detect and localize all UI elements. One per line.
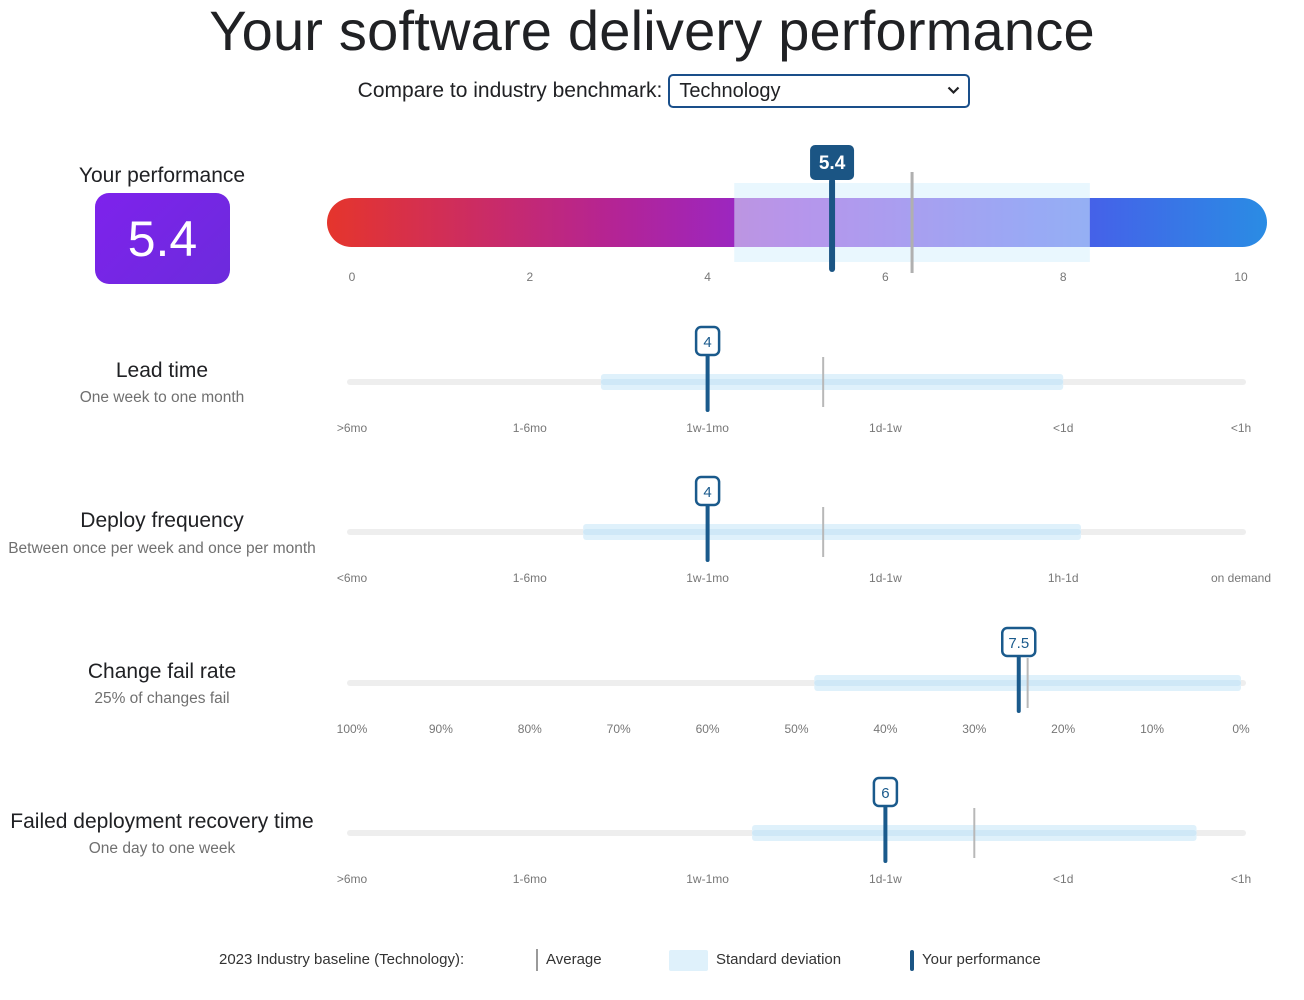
metric-change-fail-rate-tick: 70% xyxy=(606,722,631,736)
chevron-down-icon xyxy=(947,84,960,98)
metric-deploy-frequency-tick: 1-6mo xyxy=(512,571,547,585)
metric-change-fail-rate-tick: 80% xyxy=(517,722,542,736)
metric-deploy-frequency-tick: <6mo xyxy=(336,571,368,585)
metric-failed-deployment-recovery-time-tick: <1d xyxy=(1053,872,1074,886)
metric-average-line xyxy=(973,808,976,858)
metric-marker-flag xyxy=(1001,626,1037,658)
metric-lead-time-tick: >6mo xyxy=(336,421,368,435)
metric-change-fail-rate-tick: 20% xyxy=(1051,722,1076,736)
metric-lead-time-tick: 1-6mo xyxy=(512,421,547,435)
metric-change-fail-rate-tick: 40% xyxy=(873,722,898,736)
metric-marker-line xyxy=(1016,655,1021,713)
overall-tick: 2 xyxy=(526,270,534,284)
metric-failed-deployment-recovery-time-tick: 1-6mo xyxy=(512,872,547,886)
metric-change-fail-rate-tick: 50% xyxy=(784,722,809,736)
overall-tick: 0 xyxy=(348,270,356,284)
overall-marker-line xyxy=(829,178,836,272)
metric-deploy-frequency-tick: 1d-1w xyxy=(869,571,902,585)
metric-failed-deployment-recovery-time-tick: 1w-1mo xyxy=(686,872,729,886)
metric-marker-flag xyxy=(872,776,899,808)
metric-lead-time-tick: 1d-1w xyxy=(869,421,902,435)
benchmark-label: Compare to industry benchmark: xyxy=(357,79,663,102)
legend-stddev-swatch xyxy=(669,950,708,971)
metric-marker-flag xyxy=(694,325,721,357)
metric-scales: 447.56 xyxy=(347,325,1246,863)
metric-marker-label: 6 xyxy=(881,785,889,802)
legend-you-swatch xyxy=(910,950,914,971)
metric-scale-change-fail-rate: 7.5 xyxy=(347,626,1246,713)
metric-average-line xyxy=(822,507,825,557)
overall-marker-flag: 5.4 xyxy=(810,145,855,180)
metric-deploy-frequency-tick: 1h-1d xyxy=(1047,571,1079,585)
metric-change-fail-rate-tick: 10% xyxy=(1140,722,1165,736)
overall-average-line xyxy=(910,172,914,273)
overall-scale: 5.4 xyxy=(327,145,1267,273)
metric-marker-line xyxy=(883,805,888,863)
metric-marker-flag xyxy=(694,475,721,507)
benchmark-select[interactable]: Technology xyxy=(668,74,971,108)
overall-score-badge: 5.4 xyxy=(95,193,230,284)
metric-scale-failed-deployment-recovery-time: 6 xyxy=(347,776,1246,863)
metric-subtitle-lead-time: One week to one month xyxy=(79,389,245,406)
metric-average-line xyxy=(822,357,825,407)
overall-tick: 4 xyxy=(704,270,711,284)
metric-marker-line xyxy=(705,354,710,412)
metric-scale-lead-time: 4 xyxy=(347,325,1246,412)
page-title: Your software delivery performance xyxy=(209,0,1095,62)
metric-change-fail-rate-tick: 100% xyxy=(336,722,368,736)
metric-title-deploy-frequency: Deploy frequency xyxy=(80,509,244,532)
metric-marker-label: 7.5 xyxy=(1008,635,1029,652)
metric-lead-time-tick: 1w-1mo xyxy=(686,421,729,435)
metric-deploy-frequency-tick: 1w-1mo xyxy=(686,571,729,585)
metric-subtitle-change-fail-rate: 25% of changes fail xyxy=(94,690,230,707)
metric-scale-deploy-frequency: 4 xyxy=(347,475,1246,562)
metric-change-fail-rate-tick: 90% xyxy=(428,722,453,736)
overall-tick: 8 xyxy=(1059,270,1067,284)
metric-title-failed-deployment-recovery-time: Failed deployment recovery time xyxy=(10,810,314,833)
overall-marker-label: 5.4 xyxy=(819,153,846,174)
metric-subtitle-deploy-frequency: Between once per week and once per month xyxy=(8,540,316,557)
metric-deploy-frequency-tick: on demand xyxy=(1210,571,1272,585)
legend-baseline: 2023 Industry baseline (Technology): xyxy=(219,951,465,968)
metric-average-line xyxy=(1026,658,1029,708)
metric-marker-label: 4 xyxy=(703,334,711,351)
legend-you: Your performance xyxy=(922,951,1041,968)
metric-failed-deployment-recovery-time-tick: <1h xyxy=(1230,872,1252,886)
metric-failed-deployment-recovery-time-tick: >6mo xyxy=(336,872,368,886)
metric-failed-deployment-recovery-time-tick: 1d-1w xyxy=(869,872,902,886)
metric-change-fail-rate-tick: 60% xyxy=(695,722,720,736)
overall-tick: 10 xyxy=(1234,270,1248,284)
metric-stddev-core xyxy=(600,379,1064,385)
legend-average: Average xyxy=(546,951,602,968)
metric-marker-line xyxy=(705,504,710,562)
metric-change-fail-rate-tick: 30% xyxy=(962,722,987,736)
metric-marker-label: 4 xyxy=(703,484,711,501)
metric-stddev-core xyxy=(583,529,1081,535)
metric-title-change-fail-rate: Change fail rate xyxy=(87,660,237,683)
metric-lead-time-tick: <1h xyxy=(1230,421,1252,435)
legend-average-swatch xyxy=(536,949,538,971)
benchmark-selected-value: Technology xyxy=(679,79,781,102)
benchmark-row: Compare to industry benchmark: Technolog… xyxy=(0,74,1304,108)
overall-title: Your performance xyxy=(78,164,246,187)
metric-subtitle-failed-deployment-recovery-time: One day to one week xyxy=(88,840,236,857)
legend-stddev: Standard deviation xyxy=(716,951,842,968)
overall-tick: 6 xyxy=(882,270,889,284)
metric-change-fail-rate-tick: 0% xyxy=(1232,722,1250,736)
metric-lead-time-tick: <1d xyxy=(1053,421,1074,435)
metric-title-lead-time: Lead time xyxy=(115,359,209,382)
